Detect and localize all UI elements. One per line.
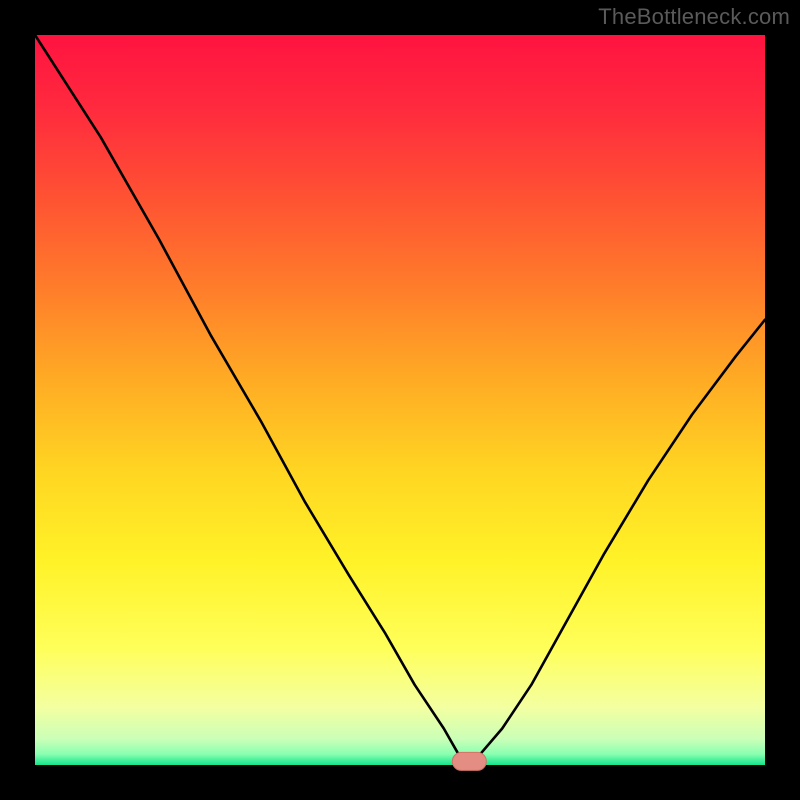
gradient-background bbox=[35, 35, 765, 765]
chart-svg bbox=[0, 0, 800, 800]
chart-canvas: TheBottleneck.com bbox=[0, 0, 800, 800]
optimal-marker bbox=[452, 752, 486, 770]
watermark-text: TheBottleneck.com bbox=[598, 4, 790, 30]
